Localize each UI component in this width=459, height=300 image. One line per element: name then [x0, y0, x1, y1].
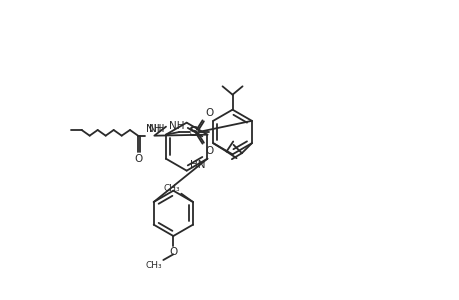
Text: NH: NH: [149, 124, 164, 134]
Text: O: O: [204, 108, 213, 118]
Text: O: O: [204, 146, 213, 156]
Text: NH: NH: [169, 121, 185, 131]
Text: O: O: [169, 247, 177, 257]
Text: NH: NH: [146, 124, 161, 134]
Text: CH₃: CH₃: [163, 184, 180, 193]
Text: CH₃: CH₃: [146, 261, 162, 270]
Text: O: O: [134, 154, 143, 164]
Text: S: S: [189, 125, 199, 139]
Text: HN: HN: [190, 160, 205, 170]
